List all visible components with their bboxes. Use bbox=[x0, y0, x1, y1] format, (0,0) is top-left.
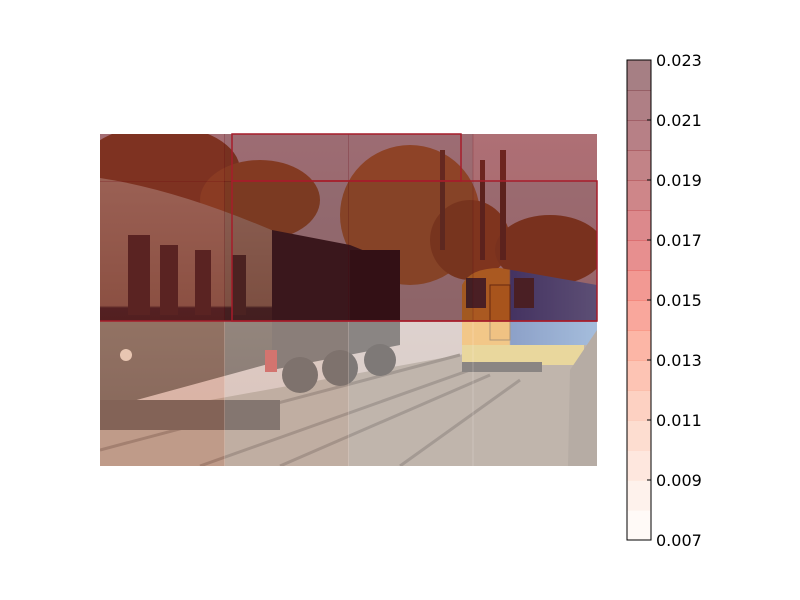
heat-cell bbox=[100, 181, 225, 322]
box-outlines bbox=[100, 133, 598, 322]
colorbar-tick-label: 0.019 bbox=[656, 171, 702, 190]
colorbar-segment bbox=[627, 120, 651, 151]
rails bbox=[100, 353, 521, 466]
heat-cell bbox=[224, 134, 349, 182]
colorbar-segment bbox=[627, 360, 651, 391]
colorbar-segment bbox=[627, 90, 651, 121]
colorbar-segment bbox=[627, 420, 651, 451]
colorbar-segment bbox=[627, 390, 651, 421]
colorbar-tick-label: 0.015 bbox=[656, 291, 702, 310]
colorbar-segment bbox=[627, 210, 651, 241]
colorbar-tick-label: 0.009 bbox=[656, 471, 702, 490]
colorbar-segment bbox=[627, 60, 651, 91]
heat-cell bbox=[348, 134, 474, 182]
colorbar-tick-label: 0.021 bbox=[656, 111, 702, 130]
heat-cell bbox=[472, 321, 597, 466]
colorbar-segment bbox=[627, 480, 651, 511]
heat-cell bbox=[348, 321, 474, 466]
heat-cell bbox=[224, 321, 349, 466]
colorbar-segment bbox=[627, 150, 651, 181]
heat-cell bbox=[100, 134, 225, 182]
heritage-coach bbox=[100, 178, 283, 430]
colorbar: 0.007 0.009 0.011 0.013 0.015 0.017 0.019 0.021… bbox=[626, 51, 702, 550]
heatmap-overlay bbox=[100, 134, 597, 466]
colorbar-segment bbox=[627, 180, 651, 211]
heat-cell bbox=[224, 181, 349, 322]
trees bbox=[100, 134, 597, 285]
heat-cell bbox=[472, 181, 597, 322]
colorbar-segment bbox=[627, 300, 651, 331]
colorbar-tick-label: 0.017 bbox=[656, 231, 702, 250]
colorbar-segment bbox=[627, 450, 651, 481]
heat-cell bbox=[100, 321, 225, 466]
colorbar-segment bbox=[627, 270, 651, 301]
steam-locomotive bbox=[265, 230, 400, 393]
colorbar-segment bbox=[627, 510, 651, 541]
diesel-unit bbox=[462, 268, 597, 372]
retaining-wall bbox=[568, 330, 597, 466]
colorbar-tick-label: 0.007 bbox=[656, 531, 702, 550]
colorbar-segment bbox=[627, 240, 651, 271]
colorbar-tick-label: 0.011 bbox=[656, 411, 702, 430]
background-photo bbox=[100, 134, 597, 466]
colorbar-tick-label: 0.013 bbox=[656, 351, 702, 370]
colorbar-tick-label: 0.023 bbox=[656, 51, 702, 70]
heat-cell bbox=[472, 134, 597, 182]
colorbar-segment bbox=[627, 330, 651, 361]
heat-cell bbox=[348, 181, 474, 322]
